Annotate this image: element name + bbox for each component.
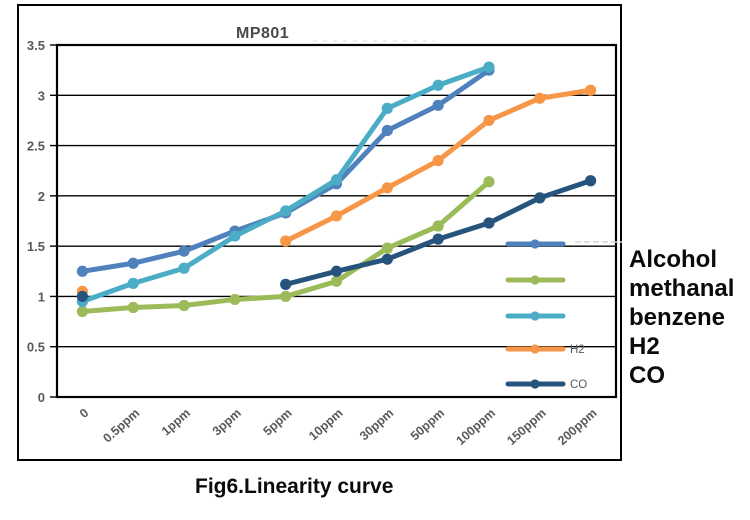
data-point [178, 262, 190, 274]
data-point [76, 305, 89, 318]
data-point [534, 92, 546, 104]
data-point [432, 99, 444, 111]
data-point [229, 293, 241, 306]
data-point [381, 124, 393, 137]
data-point [330, 210, 343, 222]
linearity-chart: 3.532.521.510.500 0.5ppm 1ppm 3ppm 5ppm 10ppm… [17, 4, 622, 461]
data-point [534, 192, 546, 204]
figure-border [17, 4, 622, 461]
data-point [76, 265, 89, 277]
data-point [178, 245, 190, 257]
gas-label-h2: H2 [629, 333, 660, 360]
gas-names-panel: Alcohol methanal benzene H2 CO [629, 245, 734, 390]
data-point [280, 205, 292, 217]
data-point [584, 175, 597, 187]
data-point [381, 242, 393, 254]
data-point [330, 174, 343, 186]
data-point [432, 155, 444, 167]
legend-marker [530, 344, 540, 354]
data-point [280, 278, 292, 290]
data-point [76, 290, 89, 303]
data-point [483, 61, 495, 73]
data-point [381, 102, 393, 114]
y-tick-label: 3 [38, 88, 45, 103]
legend-label: H2 [570, 344, 585, 356]
data-point [330, 265, 343, 277]
data-point [483, 176, 495, 188]
data-point [229, 230, 241, 242]
series-co [76, 175, 597, 303]
gas-label-co: CO [629, 362, 665, 389]
y-tick-label: 3.5 [27, 38, 45, 53]
gridlines [57, 94, 616, 348]
legend-marker [530, 379, 540, 389]
y-tick-label: 0 [38, 390, 45, 405]
legend-marker [530, 275, 540, 285]
series-benzene [76, 61, 495, 308]
y-tick-label: 2 [38, 189, 45, 204]
gas-label-alcohol: Alcohol [629, 246, 717, 273]
data-point [432, 79, 444, 91]
y-tick-label: 0.5 [27, 340, 45, 355]
series-h2 [76, 84, 597, 297]
data-point [432, 220, 444, 232]
data-point [280, 290, 292, 303]
data-point [483, 217, 495, 229]
y-tick-label: 2.5 [27, 139, 45, 154]
figure-caption: Fig6.Linearity curve [195, 475, 394, 498]
legend-marker [530, 311, 540, 321]
gas-label-benzene: benzene [629, 304, 726, 331]
data-point [127, 301, 139, 314]
data-point [381, 182, 393, 194]
legend-marker [530, 239, 540, 249]
data-point [330, 275, 343, 287]
data-point [432, 233, 444, 245]
series-methanal [76, 176, 495, 318]
gas-label-methanal: methanal [629, 275, 735, 302]
data-point [280, 235, 292, 247]
data-point [584, 84, 597, 96]
legend-label: CO [570, 379, 587, 391]
data-point [381, 253, 393, 265]
plot-border [55, 43, 618, 399]
data-point [127, 257, 139, 269]
legend: H2 CO [505, 239, 622, 391]
data-point [127, 277, 139, 289]
y-tick-label: 1 [38, 289, 45, 304]
y-tick-label: 1.5 [27, 239, 45, 254]
chart-title: MP801 [236, 25, 290, 42]
y-axis: 3.5 3 2.5 2 1.5 1 0.5 0 [27, 38, 57, 405]
data-point [483, 114, 495, 127]
data-point [178, 299, 190, 312]
